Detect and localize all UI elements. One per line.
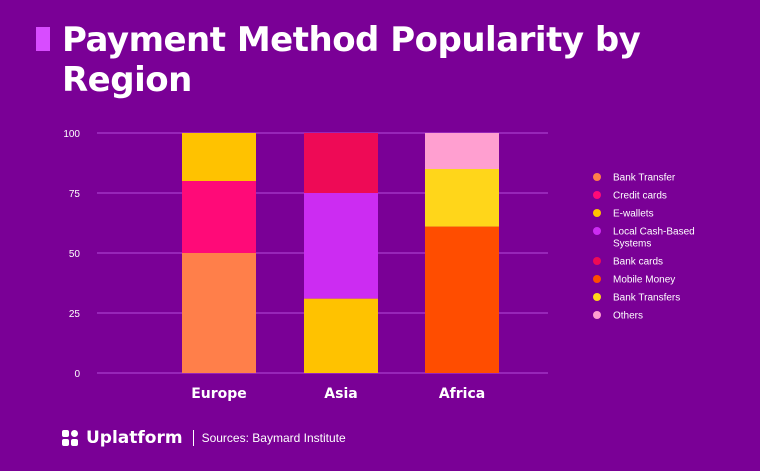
legend-label-bank-transfer: Bank Transfer: [613, 173, 676, 184]
legend-swatch-bank-cards: [593, 257, 601, 265]
legend-swatch-e-wallets: [593, 209, 601, 217]
legend-swatch-local-cash-based-systems: [593, 227, 601, 235]
bar-africa-mobile-money: [425, 226, 499, 373]
footer: Uplatform Sources: Baymard Institute: [62, 428, 346, 448]
x-tick-label-asia: Asia: [324, 386, 357, 402]
legend-swatch-mobile-money: [593, 275, 601, 283]
bar-africa-others: [425, 133, 499, 169]
bar-europe-e-wallets: [182, 133, 256, 181]
source-credit: Sources: Baymard Institute: [201, 431, 346, 445]
y-tick-label-50: 50: [69, 249, 81, 260]
legend-label-bank-transfers: Bank Transfers: [613, 293, 680, 304]
x-tick-label-europe: Europe: [191, 386, 247, 402]
bar-europe-credit-cards: [182, 181, 256, 253]
y-tick-label-25: 25: [69, 309, 81, 320]
footer-divider: [192, 430, 194, 446]
x-tick-label-africa: Africa: [439, 386, 485, 402]
page-title: Payment Method Popularity by Region: [62, 20, 641, 100]
legend-swatch-credit-cards: [593, 191, 601, 199]
y-tick-label-75: 75: [69, 189, 81, 200]
title-accent-bar: [36, 27, 50, 51]
legend-label-credit-cards: Credit cards: [613, 191, 667, 202]
brand-name: Uplatform: [86, 428, 183, 448]
legend-label-mobile-money: Mobile Money: [613, 275, 675, 286]
y-tick-label-100: 100: [63, 129, 80, 140]
y-tick-label-0: 0: [74, 369, 80, 380]
bar-asia-local-cash-based-systems: [304, 193, 378, 299]
legend-swatch-bank-transfers: [593, 293, 601, 301]
legend-label-others: Others: [613, 311, 643, 322]
uplatform-logo-icon: [62, 430, 78, 446]
bar-asia-e-wallets: [304, 298, 378, 373]
legend-label-e-wallets: E-wallets: [613, 209, 654, 220]
bar-asia-bank-cards: [304, 133, 378, 193]
legend-label-bank-cards: Bank cards: [613, 257, 663, 268]
legend-swatch-bank-transfer: [593, 173, 601, 181]
legend-swatch-others: [593, 311, 601, 319]
bar-europe-bank-transfer: [182, 253, 256, 373]
legend-label-local-cash-based-systems: Local Cash-Based Systems: [613, 227, 695, 250]
bar-africa-bank-transfers: [425, 169, 499, 227]
